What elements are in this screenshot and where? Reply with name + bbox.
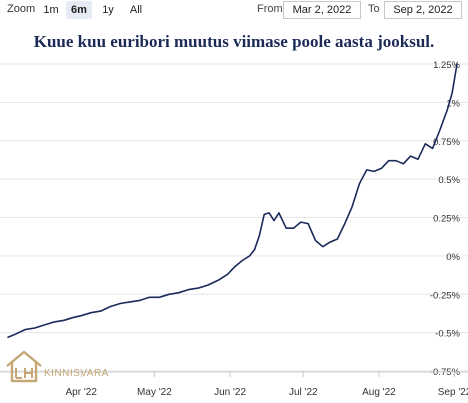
to-date-input[interactable] <box>384 1 462 19</box>
zoom-label: Zoom <box>7 3 36 15</box>
euribor-series-line <box>7 63 458 339</box>
y-tick-label: 0% <box>446 252 460 263</box>
zoom-all-button[interactable]: All <box>129 4 143 16</box>
x-tick-label: Apr '22 <box>66 387 98 398</box>
from-date-input[interactable] <box>283 1 361 19</box>
x-tick-label: Jul '22 <box>289 387 318 398</box>
house-logo-icon <box>6 350 42 383</box>
to-label: To <box>368 3 380 15</box>
x-tick-label: Jun '22 <box>214 387 246 398</box>
y-tick-label: 1% <box>446 98 460 109</box>
x-tick-label: May '22 <box>137 387 172 398</box>
y-tick-label: 0.75% <box>433 137 460 148</box>
y-tick-label: -0.5% <box>435 329 460 340</box>
logo-wordmark: KINNISVARA <box>44 368 109 379</box>
zoom-6m-button[interactable]: 6m <box>66 1 92 19</box>
range-toolbar: Zoom 1m 6m 1y All From To <box>0 0 468 24</box>
chart-title: Kuue kuu euribori muutus viimase poole a… <box>33 32 435 51</box>
zoom-1m-button[interactable]: 1m <box>43 4 59 16</box>
zoom-1y-button[interactable]: 1y <box>102 4 114 16</box>
y-tick-label: 0.25% <box>433 214 460 225</box>
from-label: From <box>257 3 283 15</box>
y-tick-label: 1.25% <box>433 60 460 71</box>
y-tick-label: -0.25% <box>430 290 461 301</box>
x-tick-label: Sep '22 <box>438 387 468 398</box>
x-tick-label: Aug '22 <box>362 387 396 398</box>
y-tick-label: 0.5% <box>438 175 460 186</box>
kinnisvara-logo: KINNISVARA <box>4 348 124 384</box>
